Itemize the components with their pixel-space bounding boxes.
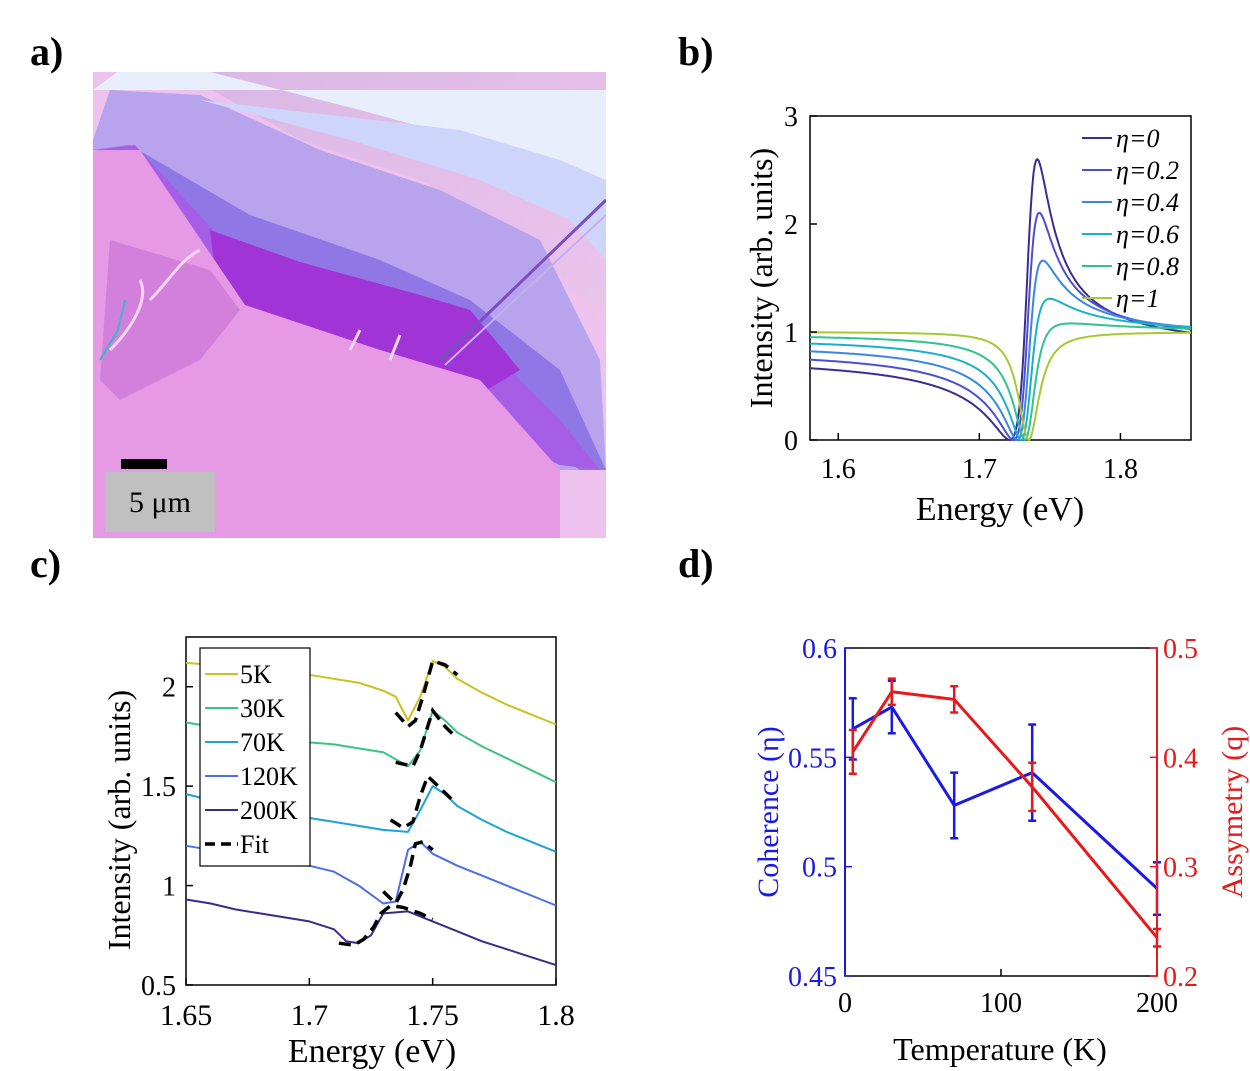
- scale-bar: [121, 459, 167, 469]
- c-xtick-label: 1.7: [291, 999, 329, 1032]
- b-legend-label: η=1: [1116, 284, 1159, 313]
- panel-label-b: b): [678, 29, 714, 74]
- d-right-tick-label: 0.2: [1163, 962, 1198, 993]
- b-xlabel: Energy (eV): [916, 491, 1084, 528]
- c-xlabel: Energy (eV): [288, 1033, 456, 1070]
- c-ytick-label: 1.5: [141, 772, 176, 803]
- b-series-line: [810, 331, 1191, 442]
- b-legend-label: η=0: [1116, 124, 1159, 153]
- d-xtick-label: 100: [980, 988, 1022, 1019]
- c-ytick-label: 0.5: [141, 971, 176, 1002]
- b-ytick-label: 3: [784, 102, 798, 133]
- b-xtick-label: 1.7: [962, 454, 997, 485]
- d-left-tick-label: 0.45: [788, 962, 837, 993]
- d-left-label: Coherence (η): [752, 726, 785, 897]
- plot-area-d: [844, 647, 1158, 977]
- b-legend-label: η=0.8: [1116, 252, 1179, 281]
- c-ytick-label: 2: [162, 673, 176, 704]
- b-ytick-label: 0: [784, 426, 798, 457]
- c-legend-label: 70K: [240, 728, 285, 757]
- c-fit-line: [394, 658, 459, 729]
- b-series-line: [809, 259, 1192, 442]
- scale-bar-label-box: [105, 472, 215, 532]
- chart-fano-model: 1.6 1.7 1.8 0 1 2 3 η=0 η=0.2 η=0.4 η=0.6 η=0.8 η=1…: [743, 102, 1192, 528]
- d-xlabel: Temperature (K): [893, 1031, 1107, 1067]
- d-xtick-label: 0: [838, 988, 852, 1019]
- c-ytick-label: 1: [162, 872, 176, 903]
- b-ylabel: Intensity (arb. units): [743, 148, 779, 408]
- c-fit-line: [382, 839, 434, 907]
- d-right-tick-label: 0.3: [1163, 853, 1198, 884]
- b-legend-label: η=0.2: [1116, 156, 1179, 185]
- d-right-tick-label: 0.5: [1163, 634, 1198, 665]
- c-fit-line: [338, 903, 434, 948]
- panel-label-d: d): [678, 541, 714, 586]
- scale-bar-label: 5 μm: [129, 486, 191, 519]
- d-left-tick-label: 0.5: [802, 853, 837, 884]
- b-series-line: [810, 297, 1192, 442]
- panel-label-c: c): [30, 541, 62, 586]
- c-legend-label: 30K: [240, 694, 285, 723]
- d-left-tick-label: 0.55: [788, 743, 837, 774]
- plot-area-b: [809, 115, 1192, 441]
- c-legend-label: Fit: [240, 830, 270, 859]
- b-series-line: [810, 322, 1192, 442]
- c-xtick-label: 1.65: [160, 999, 213, 1032]
- b-ytick-label: 2: [784, 210, 798, 241]
- chart-coherence-asymmetry: 0 100 200 0.45 0.5 0.55 0.6 0.2 0.3 0.4 0.5 Temper…: [752, 634, 1249, 1067]
- b-legend-label: η=0.4: [1116, 188, 1179, 217]
- c-fit-line: [395, 706, 459, 769]
- c-xtick-label: 1.75: [406, 999, 459, 1032]
- chart-temperature-spectra: 1.65 1.7 1.75 1.8 0.5 1 1.5 2 5K 30K 70K 120K 200K F…: [101, 636, 575, 1070]
- c-legend-label: 200K: [240, 796, 298, 825]
- b-xtick-label: 1.6: [821, 454, 856, 485]
- c-legend-box: [199, 647, 311, 867]
- b-ytick-label: 1: [784, 318, 798, 349]
- d-right-tick-label: 0.4: [1163, 743, 1198, 774]
- c-xtick-label: 1.8: [537, 999, 575, 1032]
- c-ylabel: Intensity (arb. units): [101, 690, 137, 950]
- c-legend-label: 5K: [240, 660, 272, 689]
- d-xtick-label: 200: [1136, 988, 1178, 1019]
- b-legend-label: η=0.6: [1116, 220, 1179, 249]
- panel-label-a: a): [30, 29, 64, 74]
- c-legend-label: 120K: [240, 762, 298, 791]
- d-right-label: Assymetry (q): [1216, 726, 1249, 898]
- d-left-tick-label: 0.6: [802, 634, 837, 665]
- b-xtick-label: 1.8: [1103, 454, 1138, 485]
- optical-micrograph: [93, 72, 606, 538]
